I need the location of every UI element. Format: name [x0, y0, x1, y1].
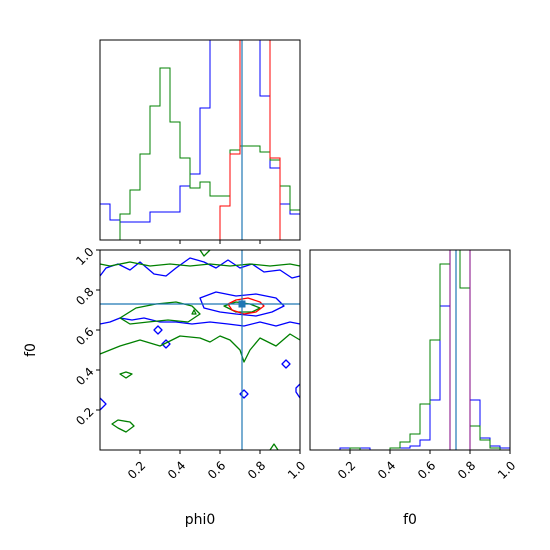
f0-marginal-plot-area: [310, 249, 510, 451]
f0-x-tick-label: 1.0: [495, 458, 518, 481]
contour-line: [111, 419, 135, 433]
contour-line: [295, 383, 301, 399]
truth-marker: [238, 300, 246, 308]
f0-x-tick-label: 0.8: [455, 458, 478, 481]
f0-marginal-panel: 0.2 0.4 0.6 0.8 1.0 f0: [309, 249, 518, 528]
contour-line: [199, 249, 211, 257]
contour-line: [153, 325, 163, 335]
contour-line: [161, 339, 171, 349]
f0-histogram-series: [310, 249, 510, 451]
contour-line: [269, 443, 279, 451]
contour-line: [99, 397, 107, 411]
contour-line: [99, 261, 301, 267]
f0-x-tick-label: 0.6: [415, 458, 438, 481]
phi0-x-tick-label: 0.2: [125, 458, 148, 481]
phi0-axis-label: phi0: [185, 512, 216, 528]
f0-x-tick-label: 0.2: [335, 458, 358, 481]
f0-axis-label: f0: [23, 343, 39, 357]
phi0-x-tick-label: 0.8: [245, 458, 268, 481]
f0-marginal-ticks: 0.2 0.4 0.6 0.8 1.0: [335, 450, 518, 482]
phi0-marginal-frame: [99, 39, 301, 241]
f0-y-tick-label: 0.2: [73, 405, 96, 428]
contour-line: [239, 389, 249, 399]
contour-line: [119, 301, 201, 325]
contour-line: [281, 359, 291, 369]
phi0-x-tick-label: 0.6: [205, 458, 228, 481]
contour-line: [119, 371, 133, 379]
joint-frame: [99, 249, 301, 451]
phi0-marginal-ticks: [139, 240, 261, 244]
f0-histogram-series: [310, 249, 510, 451]
phi0-x-tick-label: 1.0: [285, 458, 308, 481]
phi0-marginal-plot-area: [100, 39, 300, 241]
f0-marginal-frame: [309, 249, 511, 451]
contour-line: [99, 333, 301, 363]
phi0-marginal-panel: [99, 39, 301, 244]
f0-y-tick-label: 0.8: [73, 285, 96, 308]
contour-line: [199, 291, 285, 317]
contour-line: [99, 317, 301, 327]
contour-line: [227, 297, 265, 315]
f0-y-tick-label: 0.4: [73, 365, 96, 388]
contour-line: [99, 257, 301, 279]
joint-panel: 0.2 0.4 0.6 0.8 1.0 0.2 0.4 0.6 0.8 1.0 phi0 f0: [23, 245, 308, 528]
phi0-x-tick-label: 0.4: [165, 458, 188, 481]
f0-y-tick-label: 1.0: [73, 245, 96, 268]
f0-x-tick-label: 0.4: [375, 458, 398, 481]
f0-y-tick-label: 0.6: [73, 325, 96, 348]
joint-plot-area: [99, 249, 301, 451]
contour-line: [191, 309, 197, 315]
f0-marginal-axis-label: f0: [403, 512, 417, 528]
